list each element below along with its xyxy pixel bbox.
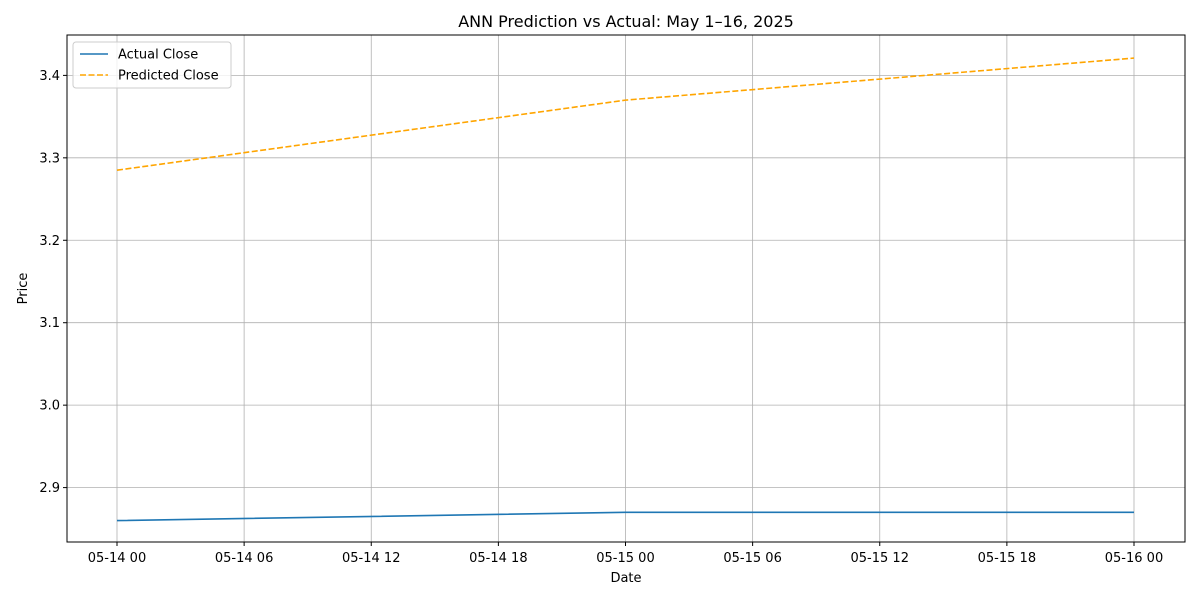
x-tick-label: 05-15 06 bbox=[723, 551, 781, 566]
legend: Actual Close Predicted Close bbox=[72, 41, 232, 89]
series-line-predicted-close bbox=[116, 57, 1135, 171]
chart-title: ANN Prediction vs Actual: May 1–16, 2025 bbox=[458, 12, 794, 31]
plot-frame bbox=[66, 34, 1186, 543]
series-line-actual-close bbox=[116, 511, 1134, 522]
x-tick-label: 05-15 12 bbox=[851, 551, 909, 566]
y-tick-label: 2.9 bbox=[39, 481, 60, 496]
y-tick-label: 3.1 bbox=[39, 316, 60, 331]
y-tick-label: 3.3 bbox=[39, 151, 60, 166]
legend-label: Predicted Close bbox=[118, 69, 219, 84]
x-tick-label: 05-14 00 bbox=[88, 551, 146, 566]
x-tick-label: 05-14 18 bbox=[469, 551, 527, 566]
x-tick-label: 05-15 18 bbox=[978, 551, 1036, 566]
grid-lines bbox=[67, 35, 1185, 542]
legend-box bbox=[72, 41, 232, 89]
x-tick-label: 05-14 12 bbox=[342, 551, 400, 566]
series-group bbox=[116, 57, 1135, 522]
y-tick-label: 3.4 bbox=[39, 69, 60, 84]
axis-ticks: 05-14 00 05-14 06 05-14 12 05-14 18 05-15 00… bbox=[39, 69, 1163, 566]
y-tick-label: 3.2 bbox=[39, 234, 60, 249]
y-tick-label: 3.0 bbox=[39, 399, 60, 414]
x-tick-label: 05-15 00 bbox=[596, 551, 654, 566]
x-tick-label: 05-14 06 bbox=[215, 551, 273, 566]
y-axis-label: Price bbox=[16, 273, 31, 305]
x-axis-label: Date bbox=[610, 571, 641, 586]
legend-label: Actual Close bbox=[118, 48, 198, 63]
x-tick-label: 05-16 00 bbox=[1105, 551, 1163, 566]
